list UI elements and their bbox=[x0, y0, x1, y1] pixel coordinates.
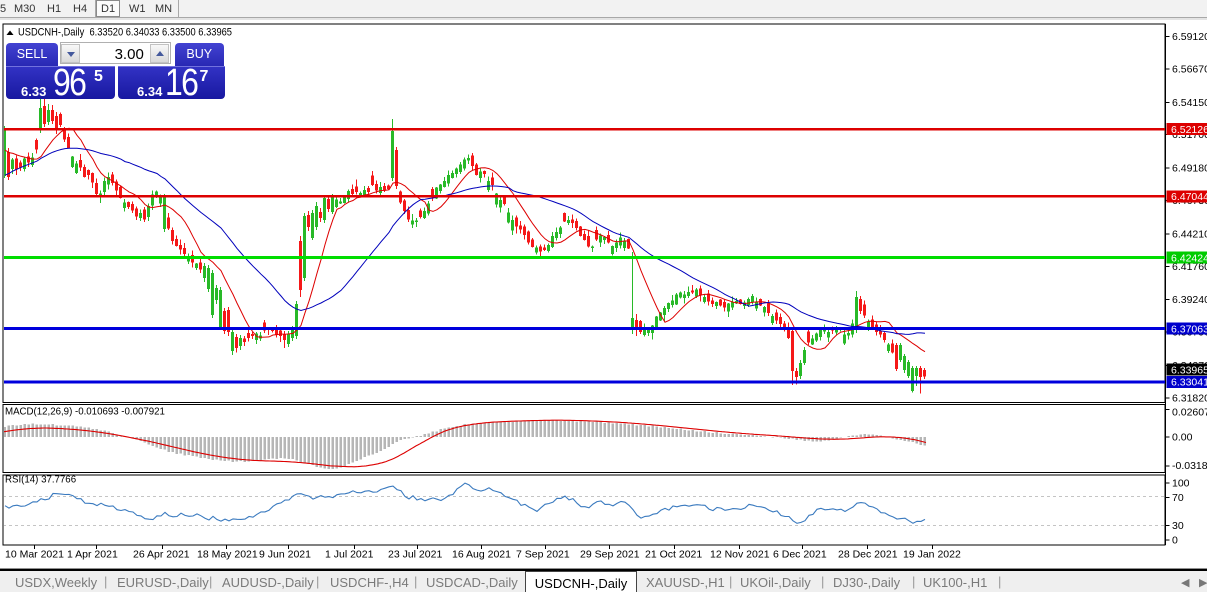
svg-text:0.02607: 0.02607 bbox=[1172, 407, 1207, 419]
svg-text:6.37063: 6.37063 bbox=[1171, 323, 1207, 335]
svg-text:6.56670: 6.56670 bbox=[1172, 63, 1207, 75]
svg-text:6.49180: 6.49180 bbox=[1172, 163, 1207, 175]
svg-text:12 Nov 2021: 12 Nov 2021 bbox=[710, 549, 770, 561]
svg-text:100: 100 bbox=[1172, 477, 1190, 489]
svg-text:6.59120: 6.59120 bbox=[1172, 31, 1207, 43]
svg-text:16 Aug 2021: 16 Aug 2021 bbox=[452, 549, 511, 561]
svg-text:7 Sep 2021: 7 Sep 2021 bbox=[516, 549, 570, 561]
svg-text:26 Apr 2021: 26 Apr 2021 bbox=[133, 549, 190, 561]
svg-text:21 Oct 2021: 21 Oct 2021 bbox=[645, 549, 702, 561]
svg-text:6.44210: 6.44210 bbox=[1172, 228, 1207, 240]
svg-text:RSI(14) 37.7766: RSI(14) 37.7766 bbox=[5, 475, 76, 486]
svg-text:-0.03187: -0.03187 bbox=[1172, 460, 1207, 472]
svg-text:1 Jul 2021: 1 Jul 2021 bbox=[325, 549, 374, 561]
svg-text:9 Jun 2021: 9 Jun 2021 bbox=[259, 549, 311, 561]
svg-text:19 Jan 2022: 19 Jan 2022 bbox=[903, 549, 961, 561]
svg-text:23 Jul 2021: 23 Jul 2021 bbox=[388, 549, 442, 561]
svg-text:0: 0 bbox=[1172, 534, 1178, 546]
svg-text:6.54150: 6.54150 bbox=[1172, 97, 1207, 109]
svg-text:6.42424: 6.42424 bbox=[1171, 252, 1207, 264]
svg-text:MACD(12,26,9) -0.010693 -0.007: MACD(12,26,9) -0.010693 -0.007921 bbox=[5, 407, 165, 418]
svg-text:6.47044: 6.47044 bbox=[1171, 191, 1207, 203]
svg-text:USDCNH-,Daily 6.33520 6.34033: USDCNH-,Daily 6.33520 6.34033 6.33500 6.… bbox=[18, 27, 232, 39]
svg-text:70: 70 bbox=[1172, 492, 1184, 504]
svg-text:6.39240: 6.39240 bbox=[1172, 294, 1207, 306]
svg-text:28 Dec 2021: 28 Dec 2021 bbox=[838, 549, 898, 561]
svg-text:6.31820: 6.31820 bbox=[1172, 393, 1207, 405]
svg-text:6 Dec 2021: 6 Dec 2021 bbox=[773, 549, 827, 561]
svg-text:6.52126: 6.52126 bbox=[1171, 124, 1207, 136]
svg-text:10 Mar 2021: 10 Mar 2021 bbox=[5, 549, 64, 561]
svg-text:0.00: 0.00 bbox=[1172, 432, 1193, 444]
svg-text:30: 30 bbox=[1172, 520, 1184, 532]
svg-text:6.33965: 6.33965 bbox=[1171, 364, 1207, 376]
svg-text:1 Apr 2021: 1 Apr 2021 bbox=[67, 549, 118, 561]
svg-text:6.33041: 6.33041 bbox=[1171, 377, 1207, 389]
svg-text:29 Sep 2021: 29 Sep 2021 bbox=[580, 549, 640, 561]
svg-text:18 May 2021: 18 May 2021 bbox=[197, 549, 258, 561]
